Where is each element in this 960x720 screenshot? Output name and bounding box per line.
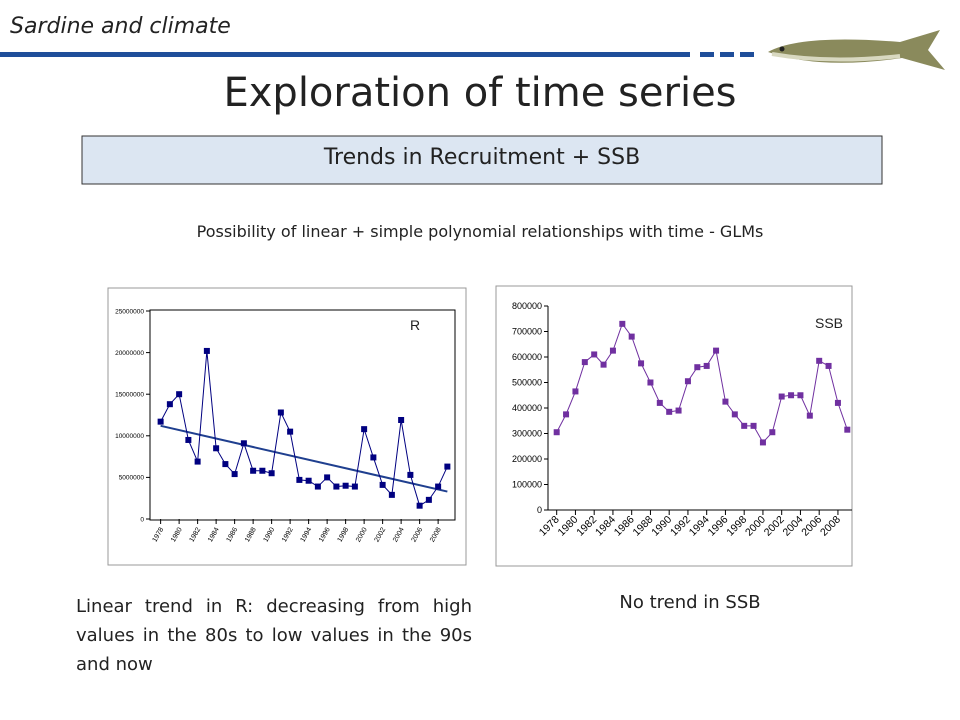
data-point (628, 333, 635, 340)
data-point (713, 347, 720, 354)
section-box (81, 135, 883, 185)
data-point (703, 362, 710, 369)
caption: Linear trend in R: decreasing from high … (76, 596, 472, 675)
data-point (425, 496, 432, 503)
y-tick-label: 10000000 (115, 433, 144, 440)
subtitle: Possibility of linear + simple polynomia… (196, 222, 764, 241)
data-point (296, 476, 303, 483)
y-tick-label: 5000000 (119, 475, 145, 482)
box-title: Trends in Recruitment + SSB (323, 145, 641, 170)
data-point (591, 351, 598, 358)
data-point (731, 411, 738, 418)
data-point (444, 463, 451, 470)
series-line (160, 350, 448, 507)
y-tick-label: 15000000 (115, 391, 144, 398)
data-point (825, 362, 832, 369)
data-point (581, 359, 588, 366)
data-point (231, 471, 238, 478)
data-point (666, 408, 673, 415)
data-point (157, 418, 164, 425)
data-point (222, 461, 229, 468)
data-point (647, 379, 654, 386)
data-point (638, 360, 645, 367)
y-tick-label: 20000000 (115, 350, 144, 357)
data-point (407, 471, 414, 478)
data-point (379, 481, 386, 488)
header-dash (740, 52, 754, 57)
data-point (194, 458, 201, 465)
data-point (563, 411, 570, 418)
data-point (342, 482, 349, 489)
y-tick-label: 0 (537, 505, 542, 515)
data-point (553, 429, 560, 436)
series-label: R (410, 317, 420, 333)
data-point (287, 428, 294, 435)
header-dash (720, 52, 734, 57)
data-point (788, 392, 795, 399)
data-point (572, 388, 579, 395)
data-point (176, 391, 183, 398)
y-tick-label: 0 (140, 516, 144, 523)
data-point (268, 470, 275, 477)
slide-title: Exploration of time series (223, 70, 737, 116)
data-point (609, 347, 616, 354)
data-point (351, 483, 358, 490)
data-point (259, 467, 266, 474)
data-point (435, 483, 442, 490)
data-point (694, 364, 701, 371)
data-point (741, 422, 748, 429)
data-point (675, 407, 682, 414)
data-point (324, 474, 331, 481)
data-point (388, 491, 395, 498)
data-point (361, 426, 368, 433)
data-point (250, 467, 257, 474)
header-dash (700, 52, 714, 57)
data-point (816, 357, 823, 364)
data-point (305, 477, 312, 484)
data-point (750, 422, 757, 429)
data-point (600, 361, 607, 368)
data-point (370, 454, 377, 461)
data-point (769, 429, 776, 436)
y-tick-label: 300000 (512, 429, 542, 439)
data-point (166, 401, 173, 408)
data-point (759, 439, 766, 446)
section-label: Sardine and climate (10, 14, 231, 39)
data-point (797, 392, 804, 399)
data-point (656, 399, 663, 406)
data-point (185, 436, 192, 443)
data-point (203, 347, 210, 354)
caption: No trend in SSB (619, 592, 761, 613)
data-point (619, 320, 626, 327)
data-point (834, 399, 841, 406)
data-point (314, 483, 321, 490)
y-tick-label: 600000 (512, 352, 542, 362)
data-point (844, 426, 851, 433)
data-point (213, 445, 220, 452)
data-point (684, 378, 691, 385)
chart-frame (495, 285, 853, 567)
data-point (398, 416, 405, 423)
y-tick-label: 200000 (512, 454, 542, 464)
data-point (277, 409, 284, 416)
data-point (722, 398, 729, 405)
y-tick-label: 100000 (512, 480, 542, 490)
y-tick-label: 500000 (512, 378, 542, 388)
data-point (778, 393, 785, 400)
data-point (333, 483, 340, 490)
fish-icon (768, 30, 945, 70)
y-tick-label: 400000 (512, 403, 542, 413)
y-tick-label: 700000 (512, 327, 542, 337)
y-tick-label: 800000 (512, 301, 542, 311)
plot-area (149, 309, 456, 521)
trend-line (160, 424, 448, 493)
header-bar (0, 52, 690, 57)
y-tick-label: 25000000 (115, 308, 144, 315)
data-point (416, 502, 423, 509)
series-label: SSB (815, 315, 843, 331)
data-point (806, 412, 813, 419)
data-point (240, 440, 247, 447)
